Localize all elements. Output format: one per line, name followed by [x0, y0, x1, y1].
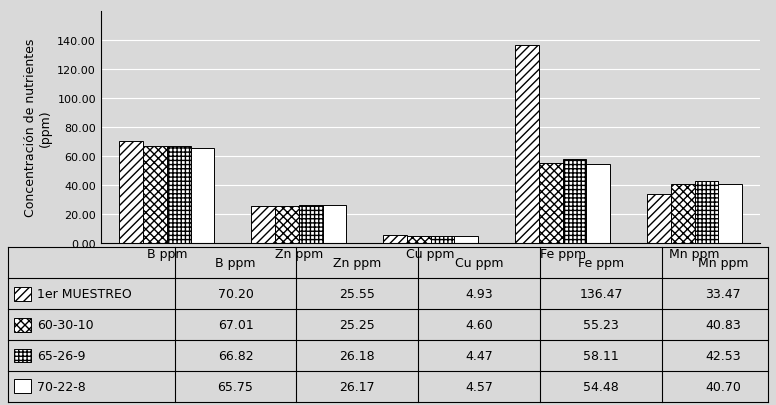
Text: 70-22-8: 70-22-8: [37, 380, 86, 393]
Bar: [275, 207, 299, 243]
FancyBboxPatch shape: [14, 318, 31, 332]
Bar: [455, 237, 478, 243]
Text: 26.18: 26.18: [340, 349, 375, 362]
Text: 65-26-9: 65-26-9: [37, 349, 85, 362]
Text: 25.25: 25.25: [339, 318, 376, 331]
FancyBboxPatch shape: [14, 287, 31, 301]
Bar: [515, 46, 539, 243]
Bar: [383, 236, 407, 243]
Bar: [167, 147, 191, 243]
Bar: [695, 181, 719, 243]
Text: 26.17: 26.17: [340, 380, 375, 393]
Text: Fe ppm: Fe ppm: [578, 257, 624, 270]
Text: 1er MUESTREO: 1er MUESTREO: [37, 288, 132, 301]
Text: 58.11: 58.11: [583, 349, 619, 362]
Text: 40.70: 40.70: [705, 380, 741, 393]
Bar: [299, 205, 323, 243]
Text: 67.01: 67.01: [217, 318, 254, 331]
Text: 60-30-10: 60-30-10: [37, 318, 94, 331]
Text: 4.57: 4.57: [466, 380, 493, 393]
Bar: [539, 163, 563, 243]
Text: 136.47: 136.47: [579, 288, 623, 301]
Bar: [647, 195, 670, 243]
Text: 65.75: 65.75: [217, 380, 254, 393]
Text: 4.60: 4.60: [466, 318, 493, 331]
Text: Zn ppm: Zn ppm: [333, 257, 382, 270]
Bar: [563, 159, 587, 243]
Bar: [251, 206, 275, 243]
Text: 4.93: 4.93: [466, 288, 493, 301]
Bar: [191, 148, 214, 243]
Text: 70.20: 70.20: [217, 288, 254, 301]
Bar: [719, 184, 742, 243]
Text: Cu ppm: Cu ppm: [455, 257, 504, 270]
Bar: [587, 164, 610, 243]
FancyBboxPatch shape: [14, 379, 31, 393]
Bar: [120, 142, 143, 243]
Text: 40.83: 40.83: [705, 318, 741, 331]
Text: 4.47: 4.47: [466, 349, 493, 362]
FancyBboxPatch shape: [14, 349, 31, 362]
Text: 54.48: 54.48: [583, 380, 619, 393]
Text: 55.23: 55.23: [583, 318, 619, 331]
Bar: [323, 205, 346, 243]
Bar: [407, 237, 431, 243]
Y-axis label: Concentración de nutrientes
(ppm): Concentración de nutrientes (ppm): [24, 38, 52, 217]
Text: B ppm: B ppm: [215, 257, 256, 270]
Bar: [670, 184, 695, 243]
Text: Mn ppm: Mn ppm: [698, 257, 748, 270]
Text: 42.53: 42.53: [705, 349, 740, 362]
Bar: [431, 237, 455, 243]
Text: 66.82: 66.82: [218, 349, 253, 362]
Text: 25.55: 25.55: [339, 288, 376, 301]
Bar: [143, 146, 167, 243]
Text: 33.47: 33.47: [705, 288, 740, 301]
